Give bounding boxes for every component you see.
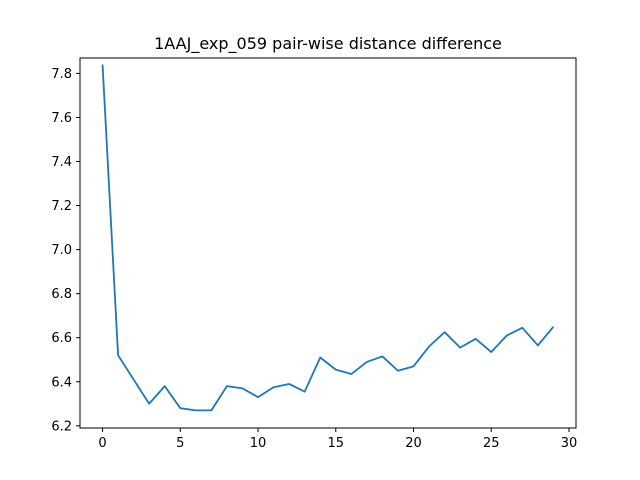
y-axis: 6.2 6.4 6.6 6.8 7.0 7.2 7.4 7.6 7.8 <box>51 67 80 434</box>
y-tick-label: 7.8 <box>51 67 72 82</box>
x-tick-label: 0 <box>98 436 106 451</box>
y-tick-label: 6.8 <box>51 287 72 302</box>
x-tick-label: 30 <box>561 436 578 451</box>
axes-frame <box>79 57 577 429</box>
y-tick-label: 6.4 <box>51 375 72 390</box>
x-tick-label: 5 <box>176 436 184 451</box>
chart-title: 1AAJ_exp_059 pair-wise distance differen… <box>154 34 502 54</box>
x-tick-label: 10 <box>250 436 267 451</box>
y-tick-label: 7.0 <box>51 243 72 258</box>
y-tick-label: 7.2 <box>51 199 72 214</box>
plot-area <box>101 64 555 412</box>
y-tick-label: 7.4 <box>51 155 72 170</box>
x-tick-label: 15 <box>328 436 345 451</box>
y-tick-label: 7.6 <box>51 111 72 126</box>
y-tick-label: 6.6 <box>51 331 72 346</box>
x-axis: 0 5 10 15 20 25 30 <box>98 428 577 451</box>
x-tick-label: 20 <box>405 436 422 451</box>
y-tick-label: 6.2 <box>51 419 72 434</box>
x-tick-label: 25 <box>483 436 500 451</box>
series-line <box>101 64 555 412</box>
